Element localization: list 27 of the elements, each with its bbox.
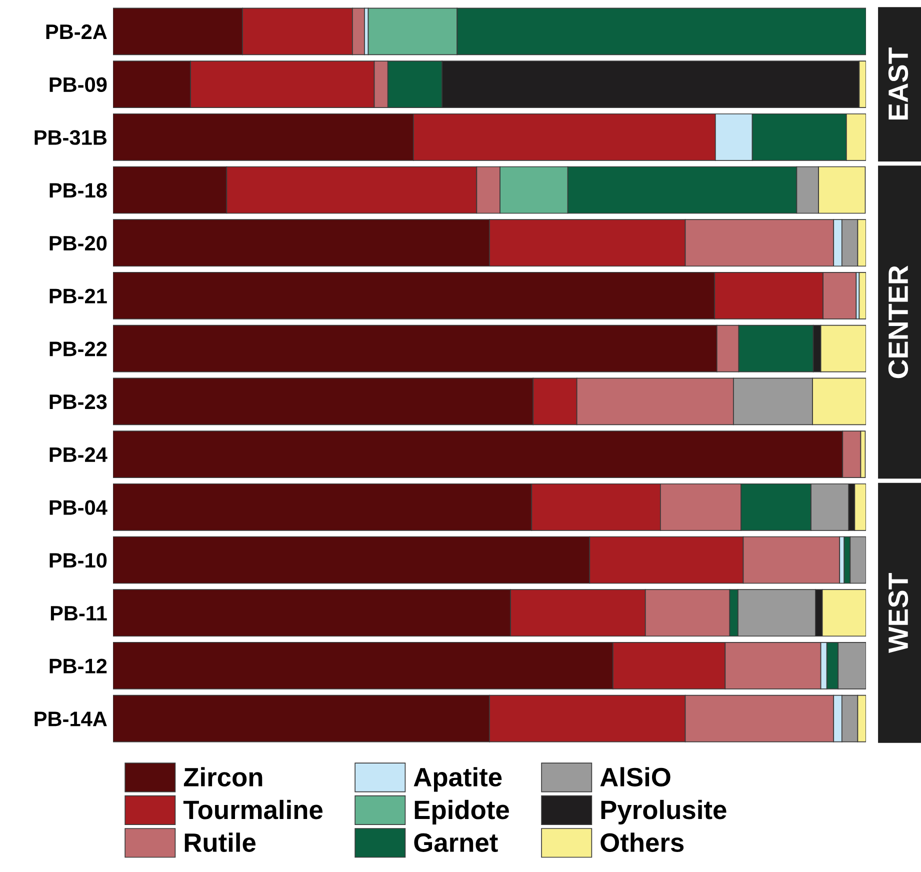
- y-tick-label: PB-12: [50, 658, 107, 674]
- text: CENTER: [888, 266, 908, 378]
- legend-label: Pyrolusite: [601, 800, 726, 824]
- y-tick-label: PB-18: [50, 183, 107, 198]
- legend-label: Zircon: [184, 767, 262, 787]
- bar: [858, 272, 866, 320]
- y-tick-label: PB-24: [50, 447, 108, 462]
- y-tick-label: PB-21: [50, 288, 107, 304]
- legend-label: Tourmaline: [183, 800, 323, 820]
- text: EAST: [888, 48, 908, 120]
- y-tick-label: PB-14A: [34, 712, 107, 726]
- y-tick-label: PB-04: [50, 500, 108, 515]
- text: WEST: [888, 573, 908, 653]
- y-tick-label: PB-11: [50, 606, 107, 620]
- y-tick-label: PB-10: [50, 553, 107, 568]
- legend-label: Garnet: [414, 833, 498, 852]
- legend-label: Apatite: [414, 767, 502, 792]
- y-tick-label: PB-31B: [34, 130, 106, 145]
- legend-label: Rutile: [184, 832, 256, 852]
- y-tick-label: PB-22: [50, 342, 107, 356]
- legend-label: AlSiO: [600, 767, 670, 787]
- y-tick-label: PB-2A: [46, 24, 107, 39]
- y-tick-label: PB-20: [50, 236, 107, 251]
- legend-label: Epidote: [414, 800, 509, 824]
- legend-label: Others: [600, 832, 684, 852]
- y-tick-label: PB-23: [50, 394, 107, 410]
- y-tick-label: PB-09: [50, 77, 107, 92]
